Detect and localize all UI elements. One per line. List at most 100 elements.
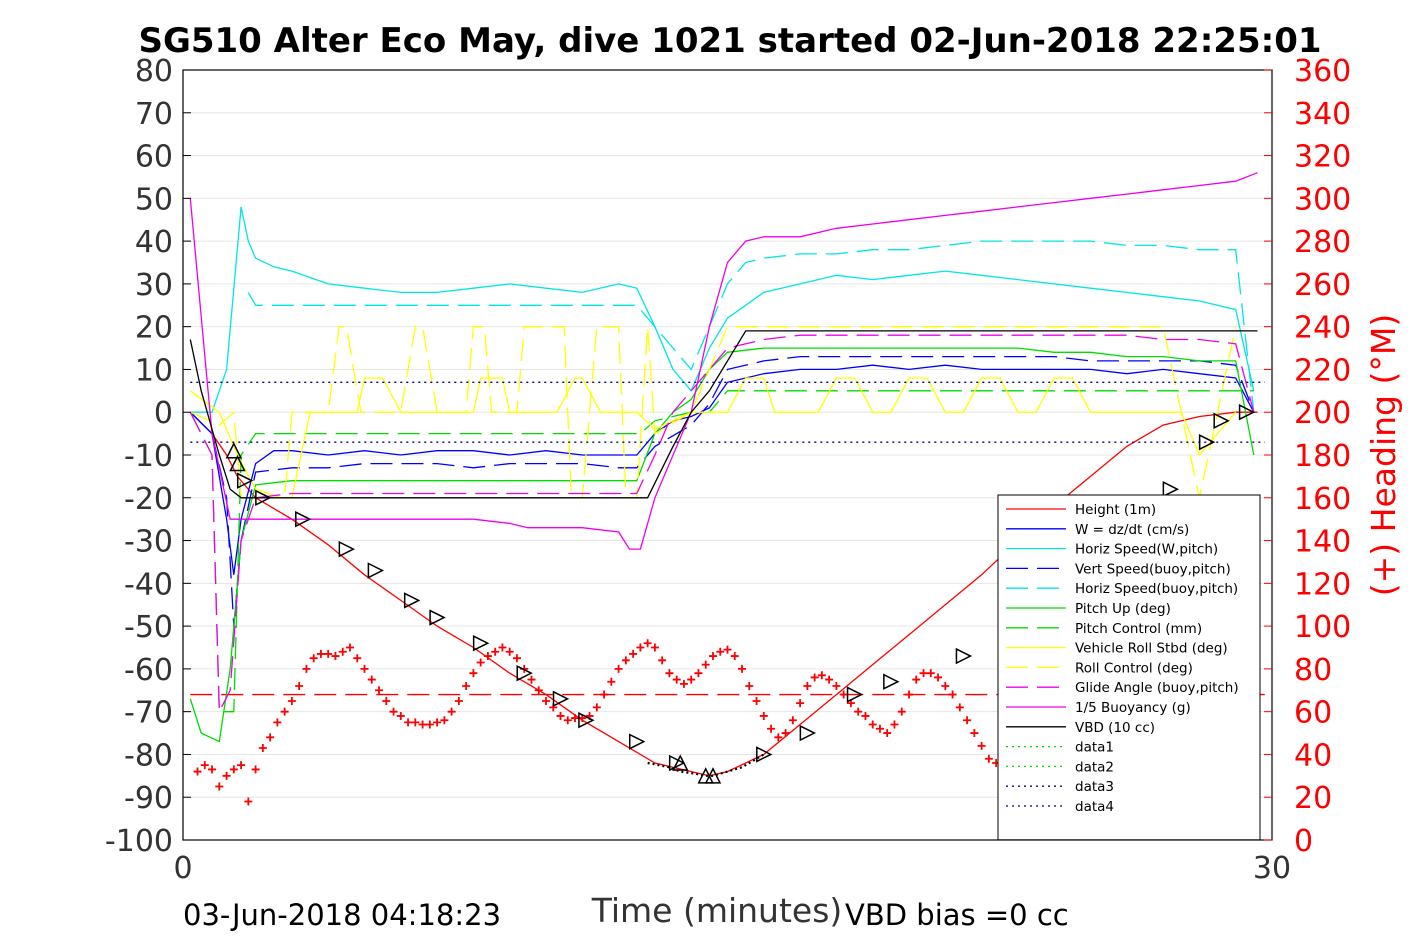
heading-point <box>934 673 943 682</box>
left-tick-label: -90 <box>124 781 173 816</box>
heading-point <box>636 643 645 652</box>
right-tick-label: 200 <box>1294 396 1351 431</box>
series-line-1-5-buoyancy-g- <box>189 172 1258 550</box>
heading-point <box>614 664 623 673</box>
descent-marker <box>229 454 246 472</box>
footer-timestamp: 03-Jun-2018 04:18:23 <box>183 898 502 932</box>
heading-point <box>454 696 463 705</box>
x-axis-ticks: 0 30 <box>173 851 1291 886</box>
series-line-height-1m- <box>189 411 1258 777</box>
descent-marker <box>668 754 686 772</box>
heading-point <box>440 716 449 725</box>
x-axis-label: Time (minutes) <box>591 891 843 930</box>
legend-label: data4 <box>1075 799 1114 815</box>
heading-point <box>730 652 739 661</box>
descent-marker <box>403 592 421 609</box>
heading-point <box>208 765 217 774</box>
series-lines <box>189 172 1265 777</box>
heading-point <box>237 761 246 770</box>
footer-vbd-bias: VBD bias =0 cc <box>845 898 1069 932</box>
heading-point <box>984 754 993 763</box>
left-tick-label: -100 <box>105 824 173 859</box>
heading-point <box>694 669 703 678</box>
heading-point <box>360 664 369 673</box>
legend-label: Roll Control (deg) <box>1075 660 1193 676</box>
right-tick-label: 40 <box>1294 738 1332 773</box>
heading-point <box>222 771 231 780</box>
legend-label: 1/5 Buoyancy (g) <box>1075 700 1191 716</box>
heading-point <box>345 643 354 652</box>
heading-point <box>266 733 275 742</box>
series-line-pitch-control-mm- <box>189 390 1254 713</box>
heading-point <box>650 643 659 652</box>
heading-point <box>309 654 318 663</box>
descent-marker <box>295 510 312 528</box>
heading-point <box>324 649 333 658</box>
heading-point <box>418 720 427 729</box>
heading-point <box>781 729 790 738</box>
left-tick-label: 40 <box>135 225 173 260</box>
heading-point <box>382 696 391 705</box>
heading-point <box>912 675 921 684</box>
legend-label: W = dz/dt (cm/s) <box>1075 522 1189 538</box>
heading-point <box>687 675 696 684</box>
left-tick-label: -30 <box>124 525 173 560</box>
heading-point <box>970 729 979 738</box>
legend-label: data2 <box>1075 759 1114 775</box>
right-tick-label: 100 <box>1294 610 1351 645</box>
heading-point <box>295 682 304 690</box>
heading-point <box>251 765 260 774</box>
heading-point <box>890 720 899 729</box>
heading-point <box>389 707 398 716</box>
series-line-glide-angle-buoy-pitch- <box>189 334 1255 712</box>
right-tick-label: 360 <box>1294 54 1351 89</box>
heading-point <box>534 686 543 695</box>
right-tick-label: 20 <box>1294 781 1332 816</box>
heading-point <box>425 720 434 729</box>
descent-marker <box>516 664 533 682</box>
left-tick-label: -70 <box>124 696 173 731</box>
heading-point <box>825 675 834 684</box>
heading-point <box>861 711 870 720</box>
heading-point <box>411 718 420 727</box>
right-axis-ticks: 3603403203002802602402202001801601401201… <box>1264 54 1351 859</box>
legend-label: Vehicle Roll Stbd (deg) <box>1075 641 1228 657</box>
heading-point <box>796 699 805 708</box>
heading-point <box>331 652 340 661</box>
heading-point <box>287 696 296 705</box>
heading-point <box>542 696 550 705</box>
descent-marker <box>225 442 243 459</box>
heading-point <box>505 647 514 656</box>
right-tick-label: 280 <box>1294 225 1351 260</box>
heading-point <box>803 682 812 690</box>
heading-point <box>556 711 565 720</box>
heading-point <box>752 696 761 705</box>
heading-point <box>759 711 768 720</box>
right-tick-label: 180 <box>1294 439 1351 474</box>
right-axis-label: (+) Heading (°M) <box>1364 314 1403 596</box>
right-tick-label: 160 <box>1294 482 1351 517</box>
heading-point <box>767 724 776 733</box>
heading-point <box>396 711 405 720</box>
left-tick-label: 20 <box>135 311 173 346</box>
heading-point <box>215 782 224 791</box>
heading-point <box>193 767 202 776</box>
legend-label: Height (1m) <box>1075 502 1156 518</box>
legend-label: Horiz Speed(buoy,pitch) <box>1075 581 1238 597</box>
left-tick-label: -10 <box>124 439 173 474</box>
heading-point <box>302 664 311 673</box>
heading-point <box>723 645 732 654</box>
left-tick-label: -80 <box>124 738 173 773</box>
ascent-marker <box>1238 404 1256 421</box>
ascent-marker <box>704 767 722 784</box>
series-line-horiz-speed-buoy-pitch- <box>247 240 1255 413</box>
heading-point <box>258 744 267 753</box>
legend-label: Horiz Speed(W,pitch) <box>1075 542 1218 558</box>
descent-marker <box>429 609 446 626</box>
heading-point <box>273 718 282 727</box>
legend: Height (1m) W = dz/dt (cm/s) Horiz Speed(W… <box>997 494 1261 841</box>
legend-label: Vert Speed(buoy,pitch) <box>1075 561 1231 577</box>
ascent-marker <box>672 754 689 771</box>
ascent-marker <box>883 673 900 690</box>
